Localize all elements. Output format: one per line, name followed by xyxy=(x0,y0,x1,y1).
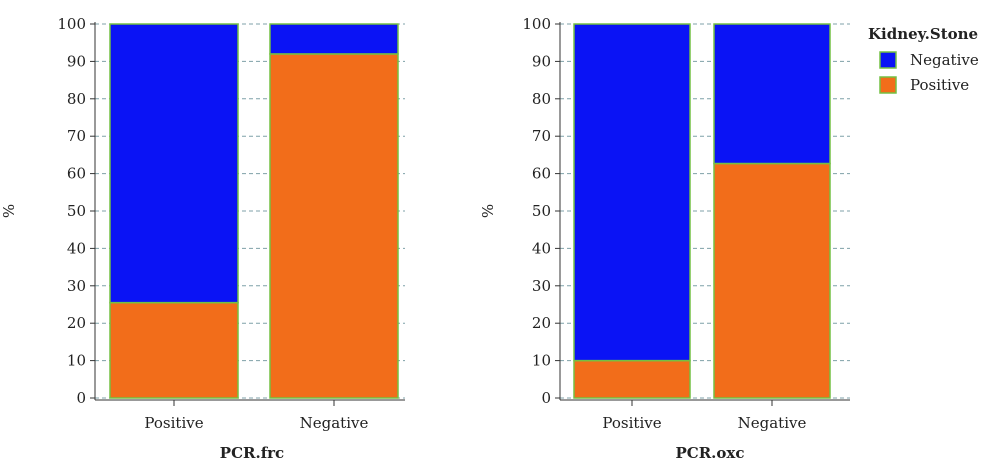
bar-segment xyxy=(713,23,831,165)
y-tick-label: 40 xyxy=(67,239,86,257)
y-tick-label: 100 xyxy=(57,15,86,33)
y-tick-label: 90 xyxy=(532,52,551,70)
y-tick-label: 60 xyxy=(67,165,86,183)
x-tick-label: Negative xyxy=(300,414,369,432)
y-tick-label: 10 xyxy=(67,352,86,370)
bar-segment xyxy=(269,23,399,55)
x-tick-label: Positive xyxy=(602,414,661,432)
y-tick-label: 70 xyxy=(532,127,551,145)
legend-title: Kidney.Stone xyxy=(868,25,978,43)
y-axis-title: % xyxy=(479,204,497,218)
x-tick-label: Negative xyxy=(738,414,807,432)
legend-swatch xyxy=(879,76,897,94)
y-tick-label: 50 xyxy=(532,202,551,220)
y-tick-label: 30 xyxy=(67,277,86,295)
legend-label: Negative xyxy=(910,51,979,69)
bar-segment xyxy=(109,23,239,304)
legend-swatch xyxy=(879,51,897,69)
y-tick-label: 30 xyxy=(532,277,551,295)
y-tick-label: 100 xyxy=(522,15,551,33)
bar-segment xyxy=(713,162,831,399)
x-axis-title: PCR.oxc xyxy=(676,444,745,462)
y-tick-label: 0 xyxy=(541,389,551,407)
y-tick-label: 0 xyxy=(76,389,86,407)
y-tick-label: 80 xyxy=(67,90,86,108)
legend-label: Positive xyxy=(910,76,969,94)
bar-segment xyxy=(573,359,691,399)
x-axis-title: PCR.frc xyxy=(220,444,284,462)
y-tick-label: 50 xyxy=(67,202,86,220)
y-tick-label: 20 xyxy=(532,314,551,332)
y-tick-label: 60 xyxy=(532,165,551,183)
y-tick-label: 70 xyxy=(67,127,86,145)
bar-segment xyxy=(109,301,239,399)
y-axis-title: % xyxy=(0,204,18,218)
y-tick-label: 80 xyxy=(532,90,551,108)
y-tick-label: 40 xyxy=(532,239,551,257)
x-tick-label: Positive xyxy=(144,414,203,432)
y-tick-label: 90 xyxy=(67,52,86,70)
bar-segment xyxy=(573,23,691,362)
y-tick-label: 10 xyxy=(532,352,551,370)
y-tick-label: 20 xyxy=(67,314,86,332)
bar-segment xyxy=(269,53,399,399)
